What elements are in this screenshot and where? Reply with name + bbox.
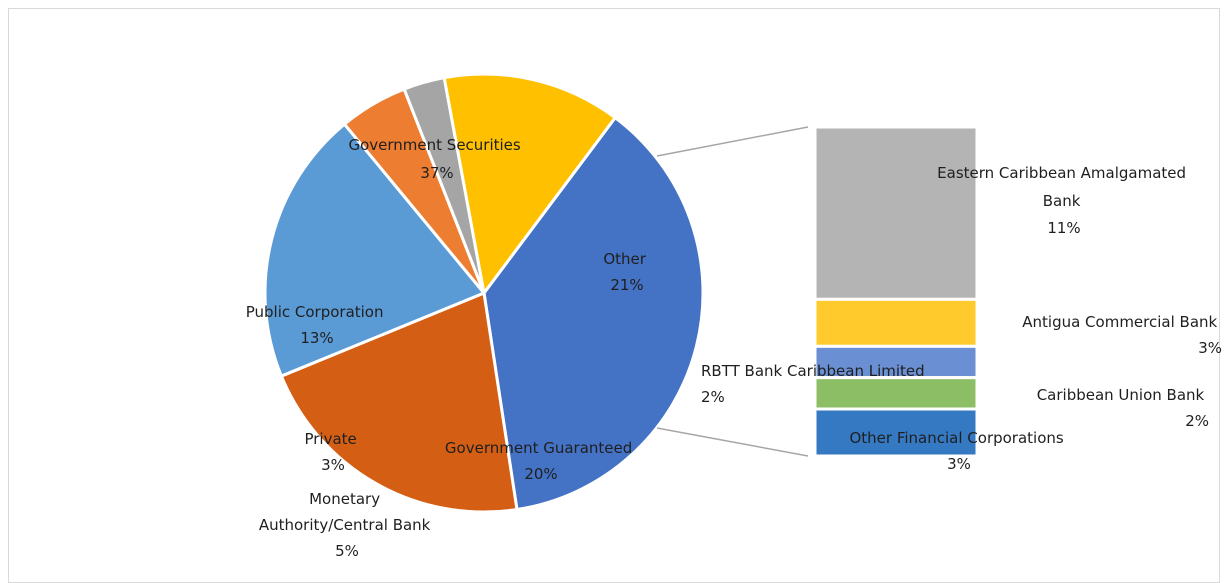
slice-label-government-guaranteed: Government Guaranteed 20% — [445, 439, 637, 483]
bar-segment-antigua-commercial-bank — [813, 297, 979, 348]
segment-label-other-financial-corporations: Other Financial Corporations 3% — [849, 429, 1068, 473]
pie-slice-government-guaranteed — [263, 122, 486, 378]
slice-label-public-corporation: Public Corporation 13% — [246, 303, 389, 347]
pie-slice-other — [279, 291, 519, 514]
bar-segment-eastern-caribbean-amalgamated-bank — [813, 125, 979, 301]
pie-slice-government-securities — [482, 116, 705, 512]
bar-segment-caribbean-union-bank — [813, 376, 979, 411]
connector-lines — [656, 126, 809, 457]
slice-label-government-securities: Government Securities 37% — [348, 136, 525, 182]
slice-label-other: Other 21% — [603, 250, 650, 294]
connector-line-bottom — [656, 427, 809, 457]
segment-label-eastern-caribbean-amalgamated-bank: Eastern Caribbean Amalgamated Bank 11% — [937, 164, 1191, 237]
segment-label-caribbean-union-bank: Caribbean Union Bank 2% — [1037, 386, 1209, 430]
bar-segment-other-financial-corporations — [813, 407, 979, 458]
segment-label-rbtt-bank: RBTT Bank Caribbean Limited 2% — [701, 362, 929, 406]
pie-slice-public-corporation — [442, 72, 617, 295]
slice-label-private: Private 3% — [304, 430, 361, 474]
breakdown-bar — [813, 125, 979, 458]
pie — [263, 72, 705, 514]
slice-label-monetary-authority: Monetary Authority/Central Bank 5% — [259, 490, 435, 560]
segment-label-antigua-commercial-bank: Antigua Commercial Bank 3% — [1022, 313, 1222, 357]
connector-line-top — [656, 126, 809, 157]
